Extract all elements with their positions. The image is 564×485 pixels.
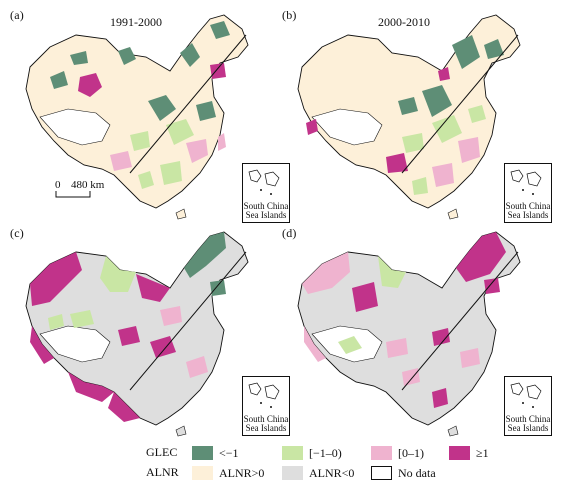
legend-swatch-alnr-2 bbox=[282, 466, 303, 480]
legend-label-glec-3: [0–1) bbox=[398, 445, 424, 460]
inset-islands-icon bbox=[248, 169, 280, 195]
inset-islands-icon bbox=[248, 382, 280, 408]
inset-islands-icon bbox=[510, 382, 542, 408]
period-label-b: 2000-2010 bbox=[378, 15, 430, 29]
map-a-svg bbox=[25, 14, 249, 220]
legend-title-alnr: ALNR bbox=[146, 465, 179, 479]
panel-label-b: (b) bbox=[282, 8, 297, 22]
map-d-svg bbox=[297, 231, 521, 437]
legend-item-alnr-2: ALNR<0 bbox=[282, 464, 354, 482]
legend-item-glec-4: ≥1 bbox=[449, 444, 489, 462]
legend-swatch-alnr-3 bbox=[371, 466, 392, 480]
map-panel-a: (a) 1991-2000 0 480 km South China Sea I… bbox=[10, 5, 290, 223]
legend-swatch-alnr-1 bbox=[192, 466, 213, 480]
legend-label-alnr-1: ALNR>0 bbox=[219, 465, 265, 480]
inset-line2-d: Sea Islands bbox=[507, 423, 549, 433]
inset-islands-icon bbox=[510, 169, 542, 195]
legend-item-glec-1: <−1 bbox=[192, 444, 239, 462]
period-label-a: 1991-2000 bbox=[110, 15, 162, 29]
china-map-c bbox=[25, 231, 249, 437]
inset-line2-c: Sea Islands bbox=[245, 423, 287, 433]
legend-row-glec: GLEC <−1 [−1–0) [0–1) ≥1 bbox=[0, 444, 564, 462]
inset-south-china-sea-b: South China Sea Islands bbox=[504, 163, 552, 223]
inset-line1-d: South China bbox=[505, 414, 551, 424]
inset-label-d: South China Sea Islands bbox=[505, 415, 551, 433]
panel-label-d: (d) bbox=[282, 226, 297, 240]
inset-south-china-sea-c: South China Sea Islands bbox=[242, 376, 290, 436]
map-panel-d: (d) South China Sea Islands bbox=[282, 222, 552, 437]
legend-swatch-glec-3 bbox=[371, 446, 392, 460]
inset-line2-a: Sea Islands bbox=[245, 210, 287, 220]
legend-label-glec-2: [−1–0) bbox=[309, 445, 342, 460]
china-map-b bbox=[297, 14, 521, 220]
legend-label-alnr-3: No data bbox=[398, 465, 436, 480]
panel-label-c: (c) bbox=[10, 226, 24, 240]
china-map-a bbox=[25, 14, 249, 220]
inset-south-china-sea-a: South China Sea Islands bbox=[242, 163, 290, 223]
scale-bar-line bbox=[55, 191, 91, 198]
legend-swatch-glec-1 bbox=[192, 446, 213, 460]
legend: GLEC <−1 [−1–0) [0–1) ≥1 ALNR ALNR> bbox=[0, 436, 564, 485]
legend-item-glec-3: [0–1) bbox=[371, 444, 424, 462]
panel-label-a: (a) bbox=[10, 8, 24, 22]
inset-line2-b: Sea Islands bbox=[507, 210, 549, 220]
china-map-d bbox=[297, 231, 521, 437]
legend-label-glec-1: <−1 bbox=[219, 445, 239, 460]
inset-label-c: South China Sea Islands bbox=[243, 415, 289, 433]
map-b-svg bbox=[297, 14, 521, 220]
legend-swatch-glec-4 bbox=[449, 446, 470, 460]
legend-item-glec-2: [−1–0) bbox=[282, 444, 342, 462]
scale-bar-distance: 480 km bbox=[71, 179, 105, 191]
inset-south-china-sea-d: South China Sea Islands bbox=[504, 376, 552, 436]
legend-title-glec: GLEC bbox=[146, 445, 178, 459]
map-c-svg bbox=[25, 231, 249, 437]
inset-line1-b: South China bbox=[505, 201, 551, 211]
inset-label-a: South China Sea Islands bbox=[243, 202, 289, 220]
legend-swatch-glec-2 bbox=[282, 446, 303, 460]
scale-bar-zero: 0 bbox=[55, 179, 61, 191]
inset-label-b: South China Sea Islands bbox=[505, 202, 551, 220]
map-panel-b: (b) 2000-2010 South China Sea Islands bbox=[282, 5, 552, 223]
legend-label-glec-4: ≥1 bbox=[476, 445, 489, 460]
legend-item-alnr-1: ALNR>0 bbox=[192, 464, 264, 482]
inset-line1-a: South China bbox=[243, 201, 289, 211]
map-panel-c: (c) South China Sea Islands bbox=[10, 222, 290, 437]
legend-item-alnr-3: No data bbox=[371, 464, 436, 482]
legend-label-alnr-2: ALNR<0 bbox=[309, 465, 355, 480]
legend-row-alnr: ALNR ALNR>0 ALNR<0 No data bbox=[0, 464, 564, 482]
inset-line1-c: South China bbox=[243, 414, 289, 424]
